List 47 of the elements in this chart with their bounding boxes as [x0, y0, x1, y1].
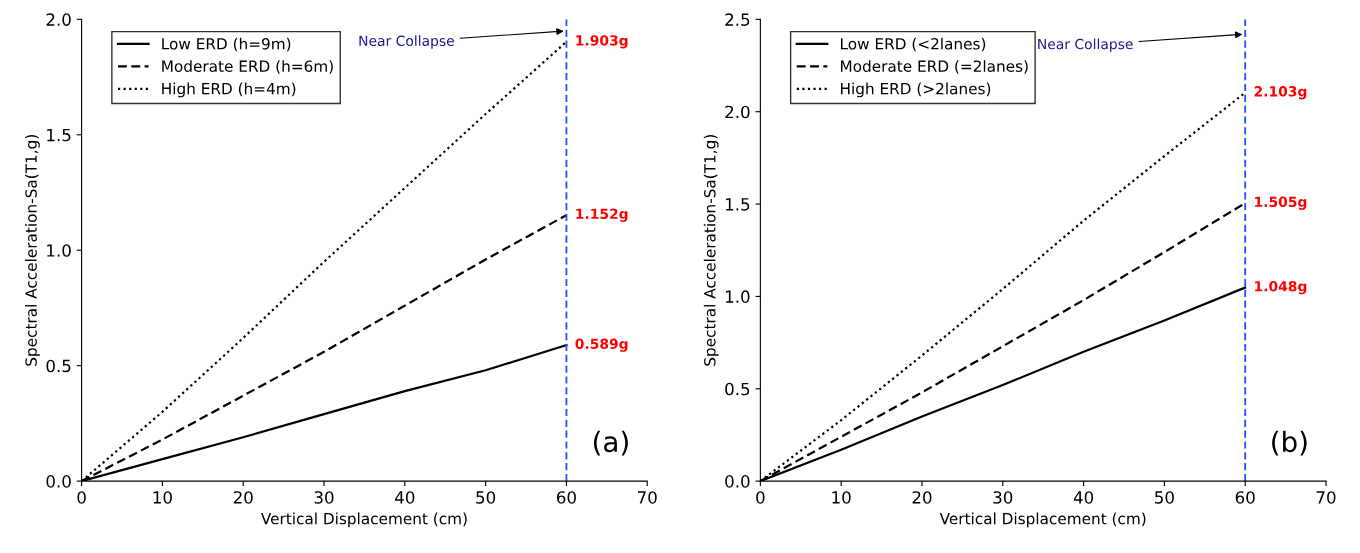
y-tick-label: 2.0: [725, 105, 750, 119]
x-tick-label: 50: [476, 491, 496, 504]
y-tick-label: 0.5: [725, 382, 750, 396]
y-tick-label: 2.5: [725, 13, 750, 26]
legend-label: Low ERD (h=9m): [162, 37, 291, 52]
x-tick-label: 10: [153, 491, 172, 504]
y-axis-title: Spectral Acceleration-Sa(T1,g): [25, 135, 40, 366]
x-tick-label: 30: [993, 491, 1013, 504]
legend-label: Low ERD (<2lanes): [841, 37, 986, 52]
legend-label: Moderate ERD (h=6m): [162, 60, 333, 74]
y-tick-label: 1.5: [47, 128, 71, 142]
y-tick-label: 0.0: [46, 475, 71, 488]
x-tick-label: 60: [1235, 491, 1255, 504]
x-tick-label: 0: [77, 491, 86, 504]
data-label: 2.103g: [1254, 86, 1307, 100]
x-tick-label: 10: [832, 491, 851, 504]
data-label: 1.903g: [576, 35, 628, 49]
legend-label: Moderate ERD (=2lanes): [841, 60, 1028, 74]
annotation: Near Collapse: [359, 35, 454, 49]
y-axis-title: Spectral Acceleration-Sa(T1,g): [703, 135, 719, 366]
data-label: 1.048g: [1255, 280, 1307, 295]
y-tick-label: 0.0: [725, 475, 750, 488]
x-tick-label: 0: [756, 491, 765, 504]
x-tick-label: 20: [912, 491, 932, 504]
x-tick-label: 30: [314, 491, 334, 504]
x-tick-label: 70: [1316, 491, 1336, 504]
annotation: (b): [1272, 430, 1307, 456]
y-tick-label: 2.0: [46, 13, 71, 26]
x-tick-label: 40: [395, 491, 415, 504]
y-tick-label: 1.0: [725, 290, 750, 303]
y-tick-label: 0.5: [46, 359, 71, 373]
legend-label: High ERD (h=4m): [162, 82, 296, 98]
x-axis-title: Vertical Displacement (cm): [939, 512, 1146, 528]
x-tick-label: 50: [1155, 491, 1174, 504]
annotation: (a): [593, 430, 628, 456]
x-tick-label: 20: [233, 491, 253, 504]
legend-label: High ERD (>2lanes): [841, 82, 991, 98]
y-tick-label: 1.5: [725, 198, 750, 211]
y-tick-label: 1.0: [47, 244, 71, 257]
annotation: Near Collapse: [1038, 38, 1133, 52]
x-axis-title: Vertical Displacement (cm): [260, 512, 467, 528]
data-label: 1.505g: [1255, 196, 1307, 210]
x-tick-label: 40: [1073, 491, 1094, 504]
x-tick-label: 60: [556, 491, 576, 504]
data-label: 1.152g: [576, 208, 628, 222]
x-tick-label: 70: [638, 491, 657, 504]
data-label: 0.589g: [575, 338, 628, 352]
